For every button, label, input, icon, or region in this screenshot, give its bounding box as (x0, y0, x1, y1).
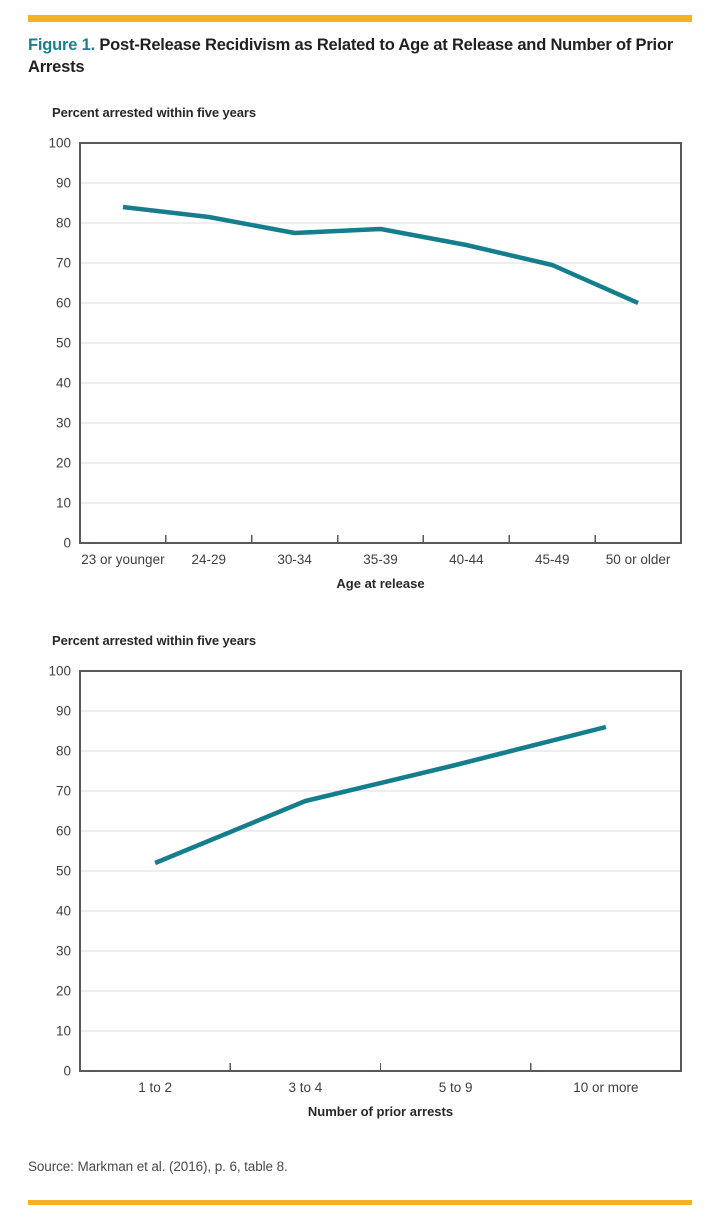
bottom-accent-bar (28, 1199, 692, 1205)
y-tick-label: 60 (56, 823, 71, 838)
y-tick-label: 0 (63, 535, 71, 550)
x-tick-label: 50 or older (606, 552, 671, 567)
priors-chart-section: Percent arrested within five years 0 10 20… (28, 633, 692, 1119)
x-tick-label: 3 to 4 (288, 1080, 322, 1095)
y-tick-label: 90 (56, 703, 71, 718)
x-tick-label: 45-49 (535, 552, 570, 567)
y-tick-label: 100 (48, 663, 71, 678)
y-tick-label: 40 (56, 375, 71, 390)
y-tick-label: 20 (56, 983, 71, 998)
x-tick-label: 1 to 2 (138, 1080, 172, 1095)
plot-border (79, 141, 682, 544)
y-tick-label: 10 (56, 1023, 71, 1038)
x-tick-label: 30-34 (277, 552, 312, 567)
y-tick-label: 50 (56, 863, 71, 878)
age-chart-section: Percent arrested within five years 0 10 20… (28, 105, 692, 591)
y-tick-label: 80 (56, 743, 71, 758)
priors-chart: 0 10 20 30 40 50 60 70 80 90 100 1 to 2 3 to 4 5 to 9… (48, 663, 682, 1095)
y-tick-label: 70 (56, 783, 71, 798)
priors-chart-x-axis-title: Number of prior arrests (307, 1103, 454, 1119)
x-tick-label: 35-39 (363, 552, 398, 567)
age-chart: 0 10 20 30 40 50 60 70 80 90 100 23 or younger 24-29… (48, 135, 682, 567)
y-tick-label: 30 (56, 415, 71, 430)
age-chart-y-axis-title: Percent arrested within five years (52, 104, 256, 120)
y-tick-label: 20 (56, 455, 71, 470)
figure-number-label: Figure 1. (28, 36, 95, 54)
y-tick-label: 100 (48, 135, 71, 150)
figure-title-text: Post-Release Recidivism as Related to Ag… (28, 36, 674, 76)
y-tick-label: 90 (56, 175, 71, 190)
x-tick-label: 10 or more (573, 1080, 638, 1095)
data-line (122, 204, 639, 305)
y-tick-label: 40 (56, 903, 71, 918)
x-tick-label: 40-44 (449, 552, 484, 567)
figure-title: Figure 1. Post-Release Recidivism as Rel… (28, 35, 692, 79)
x-tick-label: 24-29 (192, 552, 227, 567)
y-tick-label: 10 (56, 495, 71, 510)
x-tick-label: 23 or younger (81, 552, 165, 567)
data-line (154, 724, 607, 865)
x-tick-label: 5 to 9 (439, 1080, 473, 1095)
source-note: Source: Markman et al. (2016), p. 6, tab… (28, 1158, 288, 1174)
y-tick-label: 70 (56, 255, 71, 270)
figure-content: Figure 1. Post-Release Recidivism as Rel… (28, 15, 692, 1205)
top-accent-bar (28, 15, 692, 22)
y-tick-label: 50 (56, 335, 71, 350)
priors-chart-y-axis-title: Percent arrested within five years (52, 632, 256, 648)
y-tick-label: 80 (56, 215, 71, 230)
y-tick-label: 30 (56, 943, 71, 958)
age-chart-x-axis-title: Age at release (336, 575, 425, 591)
y-tick-label: 60 (56, 295, 71, 310)
y-tick-label: 0 (63, 1063, 71, 1078)
